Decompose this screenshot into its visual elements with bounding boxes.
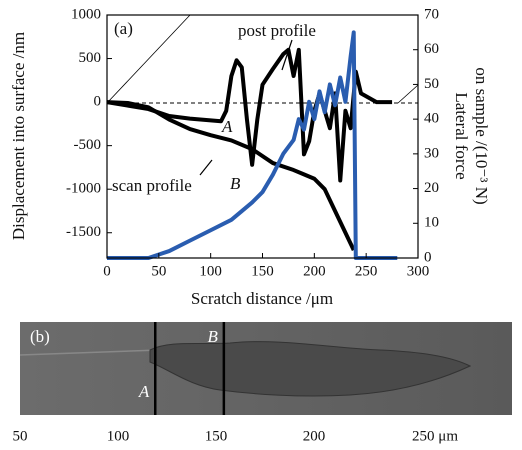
annotation: B (230, 174, 241, 193)
annotation: A (221, 117, 233, 136)
y2-tick-label: 40 (424, 111, 439, 127)
arrow (199, 159, 213, 176)
scratch-trace (19, 349, 161, 356)
x-tick-label: 0 (103, 263, 111, 279)
y-axis-title: Displacement into surface /nm (9, 32, 28, 240)
x-tick-label: 250 (355, 263, 378, 279)
y2-tick-label: 10 (424, 215, 439, 231)
scratch-track (149, 341, 472, 397)
x-axis-title: Scratch distance /μm (191, 289, 333, 308)
panel-label: (b) (30, 327, 50, 346)
x-tick-label: 200 (303, 428, 326, 444)
x-tick-label: 150 (205, 428, 228, 444)
y2-tick-label: 50 (424, 76, 439, 92)
y-tick-label: 0 (94, 94, 102, 110)
y-tick-label: 500 (79, 50, 102, 66)
annotation: scan profile (112, 176, 192, 195)
annotation: post profile (238, 21, 316, 40)
y-tick-label: -500 (74, 137, 102, 153)
y2-tick-label: 20 (424, 180, 439, 196)
y-tick-label: 1000 (71, 6, 101, 22)
series-line (106, 47, 393, 183)
x-tick-label: 200 (303, 263, 326, 279)
y2-axis-title: Lateral force (452, 92, 471, 179)
guide-line (397, 84, 419, 104)
y2-tick-label: 0 (424, 249, 432, 265)
marker-label: B (207, 327, 218, 346)
y2-axis-title: on sample /(10⁻³ N) (472, 67, 491, 204)
y-tick-label: -1000 (66, 181, 101, 197)
x-tick-label: 50 (13, 428, 28, 444)
panel-label: (a) (114, 19, 133, 38)
y-tick-label: -1500 (66, 224, 101, 240)
guide-line (106, 14, 191, 104)
x-tick-label: 100 (107, 428, 130, 444)
series-line (107, 30, 398, 260)
arrow (281, 39, 293, 71)
x-tick-label: 100 (199, 263, 222, 279)
x-tick-label: 50 (151, 263, 166, 279)
x-tick-label: 300 (407, 263, 430, 279)
y2-tick-label: 30 (424, 145, 439, 161)
plot-frame (106, 14, 419, 259)
marker-label: A (138, 382, 150, 401)
x-tick-label: 250 μm (412, 428, 458, 444)
y2-tick-label: 70 (424, 6, 439, 22)
y2-tick-label: 60 (424, 41, 439, 57)
x-tick-label: 150 (251, 263, 274, 279)
